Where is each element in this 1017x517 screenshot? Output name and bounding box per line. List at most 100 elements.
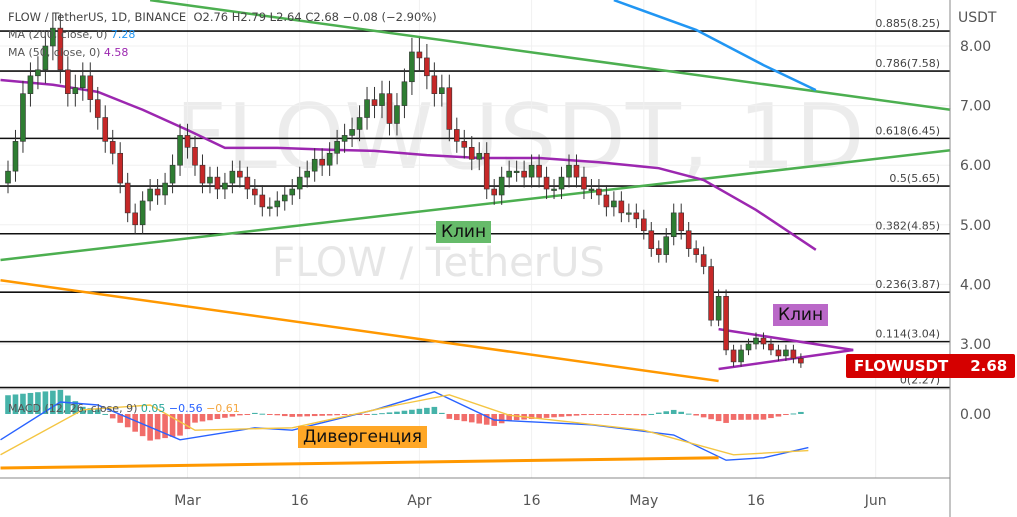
candle[interactable]: [72, 74, 79, 107]
candle[interactable]: [753, 332, 759, 350]
trendline[interactable]: [149, 0, 951, 112]
candle[interactable]: [483, 142, 490, 200]
candle[interactable]: [304, 160, 311, 188]
candle[interactable]: [147, 179, 153, 211]
candle[interactable]: [229, 160, 236, 194]
candle[interactable]: [536, 154, 542, 188]
candle[interactable]: [214, 166, 221, 200]
candle[interactable]: [117, 142, 123, 194]
candle[interactable]: [700, 246, 707, 275]
signal-line[interactable]: [0, 394, 809, 456]
candle[interactable]: [102, 105, 109, 153]
candle[interactable]: [401, 68, 408, 119]
candle[interactable]: [513, 160, 520, 182]
candle[interactable]: [551, 179, 557, 200]
candle[interactable]: [20, 80, 26, 153]
candle[interactable]: [364, 86, 370, 130]
candle[interactable]: [139, 191, 146, 234]
ma200-line[interactable]: [613, 0, 817, 92]
ma200-legend[interactable]: MA (200, close, 0) 7.28: [8, 28, 135, 41]
candle[interactable]: [207, 166, 213, 194]
candle[interactable]: [439, 74, 445, 107]
candle[interactable]: [453, 117, 460, 153]
candle[interactable]: [35, 56, 41, 90]
candle[interactable]: [476, 142, 483, 171]
candle[interactable]: [596, 179, 602, 205]
candle[interactable]: [65, 56, 71, 107]
candle[interactable]: [386, 80, 393, 136]
candle[interactable]: [431, 62, 438, 107]
candle[interactable]: [27, 62, 34, 107]
candle[interactable]: [87, 62, 94, 113]
candle[interactable]: [603, 185, 610, 217]
macd-legend[interactable]: MACD (12, 26, close, 9) 0.05 −0.56 −0.61: [8, 402, 240, 415]
candle[interactable]: [715, 289, 722, 327]
candle[interactable]: [611, 191, 617, 217]
candle[interactable]: [775, 344, 782, 361]
candle[interactable]: [648, 221, 655, 257]
candle[interactable]: [655, 240, 662, 263]
ma50-line[interactable]: [0, 78, 817, 251]
candle[interactable]: [109, 129, 116, 165]
candle[interactable]: [237, 160, 243, 188]
candle[interactable]: [394, 93, 400, 136]
candle[interactable]: [566, 154, 572, 188]
candle[interactable]: [50, 13, 56, 61]
trendline[interactable]: [718, 327, 854, 352]
candle[interactable]: [730, 344, 737, 367]
candle[interactable]: [640, 209, 647, 240]
candle[interactable]: [618, 191, 625, 223]
candle[interactable]: [581, 166, 587, 200]
candle[interactable]: [670, 203, 677, 246]
candle[interactable]: [94, 86, 101, 130]
candle[interactable]: [723, 289, 729, 356]
candle[interactable]: [588, 179, 595, 200]
candle[interactable]: [311, 148, 318, 182]
candle[interactable]: [693, 240, 699, 263]
candle[interactable]: [521, 160, 527, 188]
candle[interactable]: [573, 154, 580, 188]
candle[interactable]: [349, 117, 355, 148]
candle[interactable]: [244, 166, 251, 200]
candle[interactable]: [356, 105, 363, 142]
candle[interactable]: [663, 228, 670, 263]
candle[interactable]: [468, 136, 475, 171]
candle[interactable]: [192, 136, 198, 176]
candle[interactable]: [199, 154, 206, 194]
candle[interactable]: [491, 179, 498, 205]
candle[interactable]: [266, 197, 273, 217]
candle[interactable]: [184, 123, 191, 159]
candle[interactable]: [289, 179, 296, 205]
candle[interactable]: [678, 203, 685, 240]
candle[interactable]: [42, 31, 49, 84]
candle[interactable]: [409, 37, 415, 95]
candle[interactable]: [154, 179, 161, 205]
candle[interactable]: [783, 344, 789, 361]
candle[interactable]: [498, 166, 505, 205]
candle[interactable]: [281, 185, 288, 211]
candle[interactable]: [371, 86, 378, 119]
candle[interactable]: [558, 166, 565, 200]
candle[interactable]: [543, 166, 550, 200]
wedge-label-purple[interactable]: Клин: [773, 304, 829, 326]
candle[interactable]: [319, 148, 325, 176]
divergence-trendline[interactable]: [0, 456, 719, 470]
candle[interactable]: [446, 74, 453, 142]
candle[interactable]: [12, 129, 19, 182]
candle[interactable]: [633, 203, 640, 228]
candle[interactable]: [760, 332, 767, 350]
candle[interactable]: [80, 62, 86, 101]
candle[interactable]: [5, 160, 11, 194]
candle[interactable]: [768, 338, 774, 356]
candle[interactable]: [416, 37, 423, 72]
candle[interactable]: [252, 179, 258, 205]
candle[interactable]: [424, 43, 430, 90]
candle[interactable]: [124, 172, 131, 223]
candle[interactable]: [259, 185, 266, 217]
ma50-legend[interactable]: MA (50, close, 0) 4.58: [8, 46, 128, 59]
candle[interactable]: [528, 154, 535, 188]
candle[interactable]: [379, 80, 385, 119]
candle[interactable]: [341, 123, 348, 153]
